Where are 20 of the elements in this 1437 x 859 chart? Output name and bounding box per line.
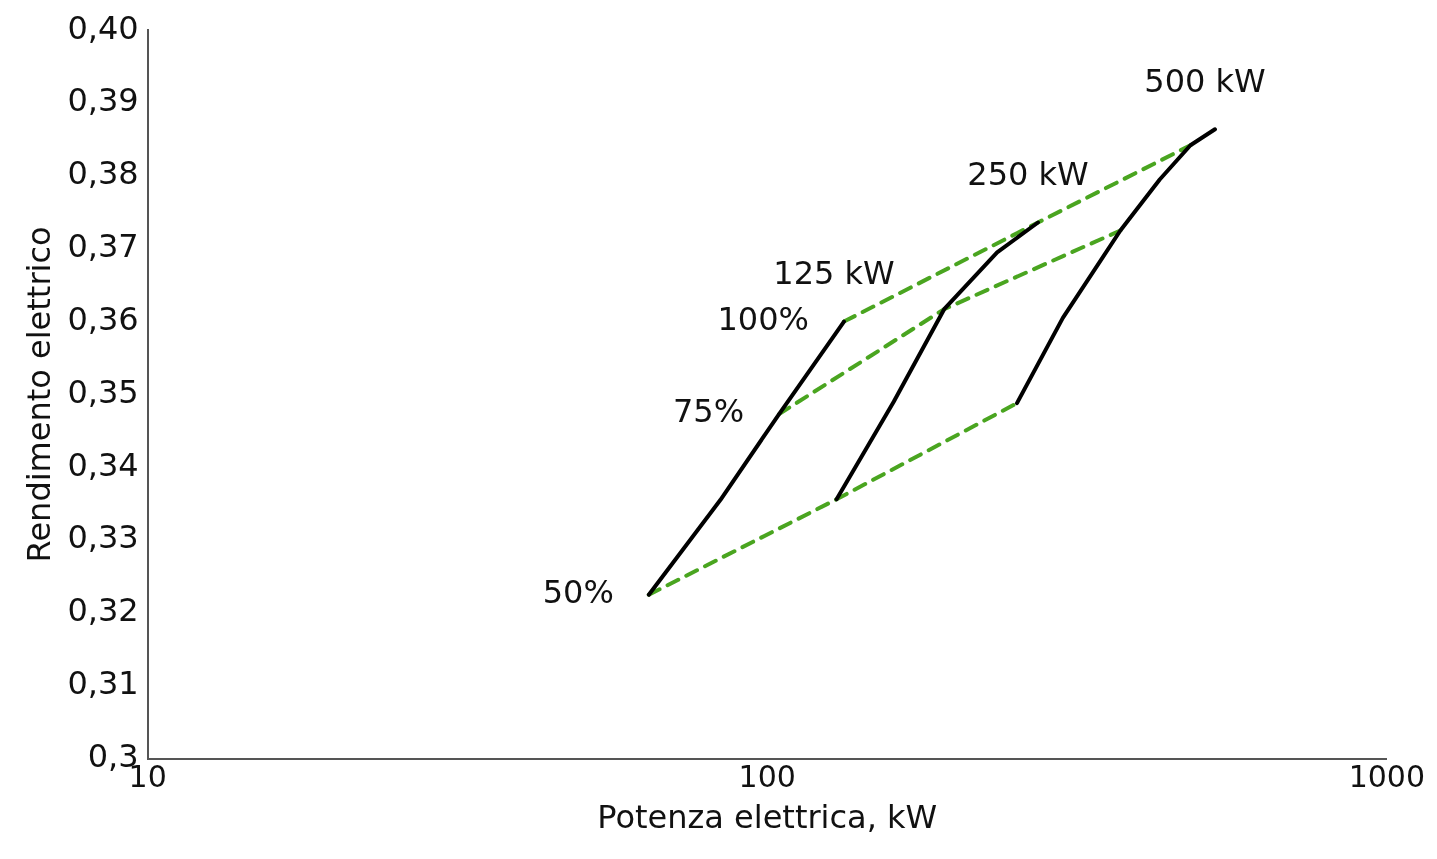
y-tick-label: 0,36 (67, 299, 139, 338)
series-label: 500 kW (1144, 61, 1266, 100)
series-label: 75% (672, 392, 745, 431)
series-label: 50% (542, 573, 614, 612)
series-label: 100% (717, 299, 809, 338)
x-axis-title: Potenza elettrica, kW (597, 798, 938, 837)
y-tick-label: 0,34 (67, 445, 139, 484)
y-axis-title: Rendimento elettrico (19, 226, 58, 563)
y-tick-label: 0,40 (67, 8, 139, 47)
y-tick-label: 0,38 (67, 154, 139, 193)
series-label: 250 kW (967, 154, 1089, 193)
x-tick-label: 1000 (1348, 759, 1426, 795)
x-tick-label: 100 (738, 759, 796, 795)
y-tick-label: 0,35 (67, 372, 139, 411)
y-tick-label: 0,39 (67, 81, 139, 120)
y-tick-label: 0,33 (67, 518, 139, 557)
y-tick-label: 0,37 (67, 227, 139, 266)
y-tick-label: 0,31 (67, 664, 139, 703)
series-label: 125 kW (773, 253, 895, 292)
y-tick-label: 0,32 (67, 591, 139, 630)
